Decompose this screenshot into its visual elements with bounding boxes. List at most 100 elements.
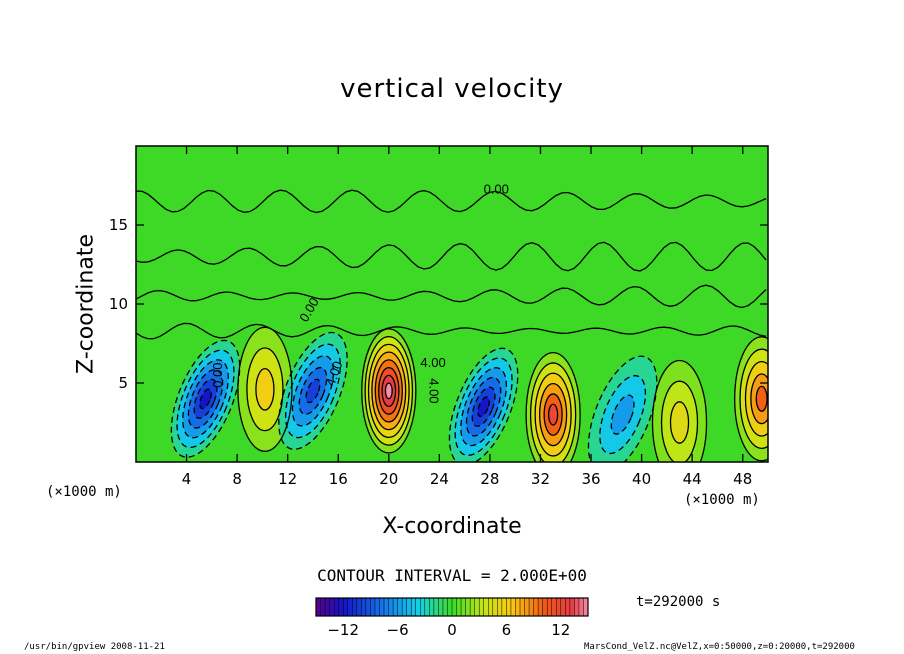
x-axis-unit: (×1000 m): [684, 492, 760, 508]
contour-line: [660, 380, 699, 462]
colorbar-swatch: [551, 598, 557, 616]
x-tick-label: 32: [531, 470, 550, 488]
colorbar-tick-label: 0: [447, 621, 457, 639]
contour-label: 0.00: [484, 181, 509, 196]
contour-line: [669, 401, 690, 444]
contour-line: [371, 351, 407, 431]
contour-line: [755, 385, 768, 412]
footer-left: /usr/bin/gpview 2008-11-21: [24, 642, 165, 652]
colorbar-swatch: [510, 598, 516, 616]
contour-line: [543, 393, 563, 436]
velocity-cell-band: [255, 368, 274, 410]
x-tick-label: 24: [430, 470, 449, 488]
colorbar-swatch: [501, 598, 507, 616]
contour-line: [367, 343, 410, 439]
colorbar: −12 −6 0 6 12: [315, 597, 589, 639]
colorbar-tick-label: 12: [551, 621, 570, 639]
colorbar-swatch: [578, 598, 584, 616]
contour-line: [187, 368, 224, 429]
y-tick-label: 10: [109, 295, 128, 313]
colorbar-swatch: [447, 598, 453, 616]
colorbar-swatch: [388, 598, 394, 616]
colorbar-swatch: [497, 598, 503, 616]
zero-contour: [136, 284, 767, 309]
contour-line: [750, 373, 768, 425]
colorbar-swatch: [533, 598, 539, 616]
contour-line: [448, 347, 519, 462]
footer-right: MarsCond_VelZ.nc@VelZ,x=0:50000,z=0:2000…: [584, 642, 855, 652]
contour-line: [610, 394, 635, 435]
colorbar-swatch: [479, 598, 485, 616]
colorbar-swatch: [424, 598, 430, 616]
contour-line: [477, 396, 490, 418]
colorbar-swatch: [356, 598, 362, 616]
contour-line: [237, 326, 293, 452]
contour-line: [176, 349, 235, 449]
contour-line: [170, 339, 241, 458]
contour-line: [278, 331, 348, 450]
contour-line: [460, 367, 508, 447]
colorbar-swatch: [492, 598, 498, 616]
y-axis: 5 10 15: [109, 216, 768, 392]
colorbar-swatch: [465, 598, 471, 616]
colorbar-swatch: [538, 598, 544, 616]
y-axis-unit: (×1000 m): [46, 484, 122, 500]
colorbar-swatch: [384, 598, 390, 616]
contour-line: [305, 378, 321, 404]
colorbar-swatch: [565, 598, 571, 616]
contour-line: [538, 382, 568, 447]
colorbar-swatch: [329, 598, 335, 616]
colorbar-swatch: [456, 598, 462, 616]
x-tick-label: 48: [733, 470, 752, 488]
colorbar-swatch: [361, 598, 367, 616]
colorbar-swatch: [393, 598, 399, 616]
colorbar-swatch: [433, 598, 439, 616]
colorbar-swatch: [420, 598, 426, 616]
zero-contour: [136, 322, 767, 340]
colorbar-swatch: [520, 598, 526, 616]
colorbar-swatch: [374, 598, 380, 616]
colorbar-swatch: [488, 598, 494, 616]
y-tick-label: 5: [118, 374, 128, 392]
contour-interval-label: CONTOUR INTERVAL = 2.000E+00: [317, 566, 587, 585]
contour-label: 4.00: [426, 378, 441, 403]
colorbar-swatch: [411, 598, 417, 616]
colorbar-swatch: [438, 598, 444, 616]
colorbar-swatch: [320, 598, 326, 616]
contour-label: 0.00: [210, 362, 225, 387]
contour-line: [374, 359, 403, 423]
colorbar-swatch: [506, 598, 512, 616]
colorbar-swatch: [524, 598, 530, 616]
colorbar-swatch: [547, 598, 553, 616]
velocity-cell-band: [756, 386, 768, 412]
colorbar-swatch: [542, 598, 548, 616]
colorbar-swatch: [574, 598, 580, 616]
contour-line: [744, 360, 768, 437]
colorbar-swatch: [397, 598, 403, 616]
colorbar-swatch: [316, 598, 322, 616]
contour-line: [284, 343, 341, 439]
contour-line: [384, 382, 393, 400]
x-tick-label: 44: [683, 470, 702, 488]
colorbar-swatch: [556, 598, 562, 616]
contour-line: [739, 348, 768, 450]
colorbar-swatch: [415, 598, 421, 616]
x-tick-label: 40: [632, 470, 651, 488]
contour-line: [298, 366, 328, 415]
contour-line: [547, 403, 559, 426]
contour-line: [199, 388, 212, 410]
colorbar-swatch: [379, 598, 385, 616]
contour-line: [599, 375, 647, 455]
colorbar-tick-label: −12: [327, 621, 359, 639]
velocity-cell-band: [306, 379, 320, 403]
contour-line: [525, 351, 581, 462]
y-tick-label: 15: [109, 216, 128, 234]
x-tick-label: 4: [182, 470, 192, 488]
colorbar-swatch: [442, 598, 448, 616]
colorbar-swatch: [429, 598, 435, 616]
colorbar-swatch: [583, 598, 589, 616]
velocity-cell-band: [548, 404, 558, 425]
contour-line: [734, 336, 768, 462]
contour-line: [471, 386, 496, 427]
